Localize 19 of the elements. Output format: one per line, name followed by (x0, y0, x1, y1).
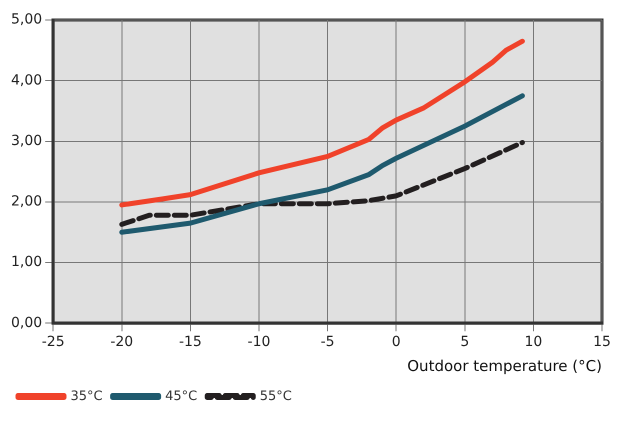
legend-label: 55°C (260, 388, 292, 404)
x-tick-label: -20 (110, 334, 134, 350)
x-axis-title: Outdoor temperature (°C) (407, 356, 602, 375)
y-tick-label: 1,00 (11, 254, 42, 270)
legend-label: 45°C (165, 388, 198, 404)
y-tick-label: 3,00 (11, 132, 42, 149)
x-tick-label: -5 (320, 334, 335, 350)
x-tick-label: -15 (178, 334, 202, 350)
y-tick-label: 4,00 (11, 72, 42, 88)
x-tick-label: -10 (248, 334, 270, 350)
y-tick-label: 5,00 (11, 12, 42, 28)
x-tick-label: 0 (392, 334, 401, 350)
x-tick-label: 10 (524, 334, 542, 350)
y-tick-label: 0,00 (11, 314, 42, 331)
x-tick-label: -25 (42, 334, 65, 350)
x-tick-label: 5 (460, 334, 470, 350)
x-tick-label: 15 (593, 334, 611, 350)
y-tick-label: 2,00 (11, 194, 42, 210)
legend-label: 35°C (70, 388, 103, 404)
